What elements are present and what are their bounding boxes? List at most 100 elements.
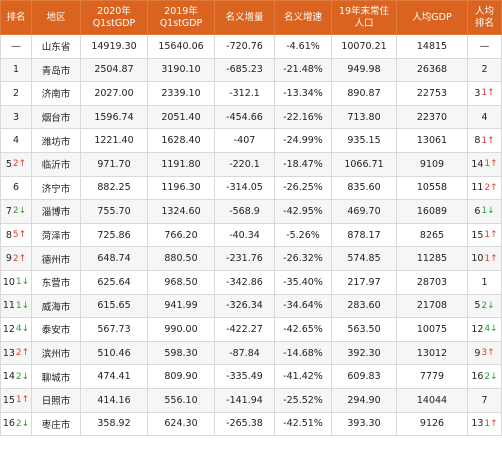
per-capita-gdp-cell: 10558	[396, 175, 468, 201]
table-row: 4 潍坊市 1221.40 1628.40 -407 -24.99% 935.15 13061…	[0, 128, 502, 153]
rank-change-value: 2	[12, 206, 19, 217]
per-capita-gdp-cell: 14044	[396, 387, 468, 413]
per-capita-gdp-cell: 13012	[396, 340, 468, 366]
nominal-rate-cell: -42.51%	[274, 411, 332, 437]
arrow-up-icon: ↑	[490, 418, 498, 429]
per-capita-rank-cell: 5 2↓	[467, 293, 502, 319]
rank-cell: 6	[0, 175, 32, 201]
per-capita-rank-cell-value: 12	[471, 323, 484, 335]
population-cell: 713.80	[331, 104, 397, 130]
nominal-rate-cell: -42.95%	[274, 199, 332, 224]
population-cell: 878.17	[331, 222, 397, 248]
arrow-down-icon: ↓	[490, 371, 498, 382]
rank-cell-value: 4	[12, 135, 20, 147]
rank-up-change: 2↑	[16, 348, 29, 358]
per-capita-rank-cell: 7	[467, 387, 502, 413]
table-row: 5 2↑ 临沂市 971.70 1191.80 -220.1 -18.47% 1066.71 9…	[0, 151, 502, 177]
per-capita-gdp-cell: 14815	[396, 34, 468, 59]
per-capita-gdp-cell: 22370	[396, 104, 468, 130]
rank-cell-value: 11	[2, 300, 15, 312]
rank-cell-value: 9	[5, 253, 12, 265]
per-capita-gdp-cell: 9109	[396, 151, 468, 177]
nominal-increase-cell: -87.84	[214, 340, 275, 366]
population-cell: 563.50	[331, 317, 397, 342]
per-capita-rank-cell-value: 5	[474, 300, 481, 312]
region-cell: 枣庄市	[31, 411, 81, 437]
region-cell: 济宁市	[31, 175, 81, 201]
header-nominal-rate: 名义增速	[274, 0, 332, 35]
per-capita-gdp-cell: 26368	[396, 57, 468, 83]
rank-cell-value: 8	[5, 229, 12, 241]
region-cell: 临沂市	[31, 151, 81, 177]
nominal-increase-cell: -326.34	[214, 293, 275, 319]
table-row: 15 1↑ 日照市 414.16 556.10 -141.94 -25.52% 294.90 1…	[0, 387, 502, 413]
gdp-2019-cell: 1191.80	[147, 151, 215, 177]
rank-cell-value: 16	[2, 418, 15, 430]
gdp-2020-cell: 882.25	[80, 175, 148, 201]
table-row: 8 5↑ 菏泽市 725.86 766.20 -40.34 -5.26% 878.17 8265…	[0, 222, 502, 248]
per-capita-rank-cell-value: 10	[471, 253, 484, 265]
rank-down-change: 4↓	[484, 324, 497, 334]
region-cell: 淄博市	[31, 199, 81, 224]
rank-change-value: 2	[12, 159, 19, 170]
arrow-up-icon: ↑	[18, 230, 27, 241]
region-cell: 山东省	[31, 34, 81, 59]
rank-up-change: 1↑	[484, 230, 497, 240]
gdp-2020-cell: 2504.87	[80, 57, 148, 83]
arrow-up-icon: ↑	[490, 253, 498, 264]
population-cell: 609.83	[331, 364, 397, 389]
per-capita-rank-cell: —	[467, 34, 502, 59]
header-population-line2: 人口	[354, 17, 374, 29]
rank-change-value: 1	[481, 206, 488, 217]
header-gdp-2020: 2020年 Q1stGDP	[80, 0, 148, 35]
gdp-2019-cell: 2051.40	[147, 104, 215, 130]
nominal-rate-cell: -13.34%	[274, 81, 332, 106]
per-capita-rank-cell: 16 2↓	[467, 364, 502, 389]
rank-cell: 1	[0, 57, 32, 83]
per-capita-rank-cell: 6 1↓	[467, 199, 502, 224]
table-row: 13 2↑ 滨州市 510.46 598.30 -87.84 -14.68% 392.30 13…	[0, 340, 502, 366]
gdp-2019-cell: 941.99	[147, 293, 215, 319]
region-cell: 威海市	[31, 293, 81, 319]
population-cell: 393.30	[331, 411, 397, 437]
rank-change-value: 4	[484, 324, 491, 335]
rank-cell: 8 5↑	[0, 222, 32, 248]
rank-cell-value: 13	[2, 347, 15, 359]
per-capita-rank-cell: 8 1↑	[467, 128, 502, 153]
nominal-rate-cell: -5.26%	[274, 222, 332, 248]
nominal-rate-cell: -34.64%	[274, 293, 332, 319]
nominal-rate-cell: -35.40%	[274, 269, 332, 295]
gdp-2019-cell: 556.10	[147, 387, 215, 413]
arrow-up-icon: ↑	[490, 159, 498, 170]
gdp-2020-cell: 510.46	[80, 340, 148, 366]
rank-change-value: 1	[481, 135, 488, 146]
population-cell: 890.87	[331, 81, 397, 106]
per-capita-gdp-cell: 13061	[396, 128, 468, 153]
nominal-increase-cell: -141.94	[214, 387, 275, 413]
rank-cell-value: —	[11, 40, 21, 52]
header-population-line1: 19年末常住	[338, 5, 390, 17]
rank-change-value: 2	[15, 418, 22, 429]
header-gdp-2019: 2019年 Q1stGDP	[147, 0, 215, 35]
table-row: — 山东省 14919.30 15640.06 -720.76 -4.61% 10070.2…	[0, 34, 502, 59]
rank-change-value: 2	[484, 182, 491, 193]
per-capita-rank-cell-value: 2	[481, 64, 488, 76]
rank-change-value: 2	[15, 371, 22, 382]
rank-cell-value: 3	[12, 111, 20, 123]
table-row: 1 青岛市 2504.87 3190.10 -685.23 -21.48% 949.98 26…	[0, 57, 502, 83]
per-capita-rank-cell: 9 3↑	[467, 340, 502, 366]
arrow-up-icon: ↑	[18, 253, 27, 264]
per-capita-gdp-cell: 10075	[396, 317, 468, 342]
gdp-2020-cell: 755.70	[80, 199, 148, 224]
rank-cell: 16 2↓	[0, 411, 32, 437]
nominal-increase-cell: -335.49	[214, 364, 275, 389]
nominal-rate-cell: -24.99%	[274, 128, 332, 153]
arrow-up-icon: ↑	[18, 159, 27, 170]
region-cell: 德州市	[31, 246, 81, 271]
header-per-capita-gdp: 人均GDP	[396, 0, 468, 35]
rank-down-change: 4↓	[16, 324, 29, 334]
arrow-up-icon: ↑	[490, 230, 498, 241]
population-cell: 949.98	[331, 57, 397, 83]
gdp-2019-cell: 15640.06	[147, 34, 215, 59]
rank-up-change: 1↑	[481, 136, 494, 146]
